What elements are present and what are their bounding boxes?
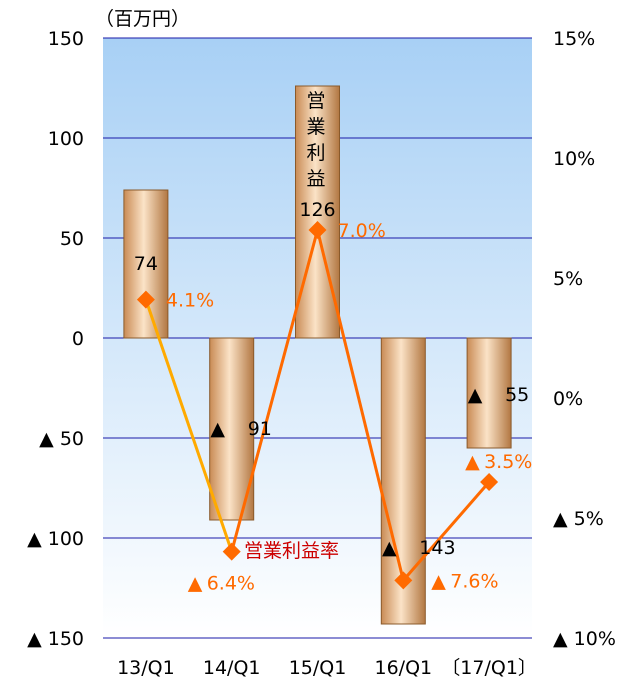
left-tick-label: ▲ 150	[27, 628, 84, 650]
bar-value-label-0: 74	[134, 253, 158, 275]
bar-value-label-1: ▲ 91	[210, 418, 272, 440]
x-axis-ticks: 13/Q1 14/Q1 15/Q1 16/Q1 〔17/Q1〕	[117, 657, 537, 679]
left-tick-label: ▲ 50	[39, 428, 84, 450]
right-tick-label: ▲ 5%	[553, 508, 604, 530]
unit-label: （百万円）	[95, 8, 190, 30]
svg-text:▲: ▲	[382, 537, 397, 559]
x-tick-label: 15/Q1	[289, 657, 347, 679]
left-tick-label: ▲ 100	[27, 528, 84, 550]
svg-text:▲: ▲	[465, 451, 480, 473]
bar-value-label-4: ▲ 55	[468, 384, 529, 406]
line-segment-2	[316, 229, 405, 581]
line-segment-0	[144, 299, 234, 553]
line-value-label-2: 7.0%	[338, 220, 386, 242]
x-tick-label: 〔17/Q1〕	[441, 657, 537, 679]
line-point-4	[480, 473, 499, 491]
line-series	[136, 221, 499, 590]
svg-text:91: 91	[248, 418, 272, 440]
left-tick-label: 50	[60, 228, 84, 250]
svg-text:▲: ▲	[431, 570, 446, 592]
bar-0	[123, 189, 169, 339]
line-value-label-1: ▲ 6.4%	[188, 573, 255, 595]
left-axis-ticks: 150 100 50 0 ▲ 50 ▲ 100 ▲ 150	[27, 28, 84, 650]
bar-series-name: 営 業 利 益	[306, 90, 325, 190]
bar-series-name-char-1: 営	[306, 90, 325, 112]
svg-text:▲: ▲	[188, 573, 203, 595]
right-tick-label: 0%	[553, 388, 583, 410]
line-point-0	[136, 290, 155, 309]
line-series-annotation: 営業利益率	[244, 540, 339, 562]
svg-text:55: 55	[505, 384, 529, 406]
svg-text:▲: ▲	[468, 384, 483, 406]
right-tick-label: 15%	[553, 28, 595, 50]
x-tick-label: 16/Q1	[374, 657, 432, 679]
bar-series-name-char-3: 利	[306, 142, 325, 164]
svg-text:6.4%: 6.4%	[207, 573, 255, 595]
left-tick-label: 0	[72, 328, 84, 350]
left-tick-label: 150	[48, 28, 84, 50]
line-point-1	[222, 542, 241, 561]
svg-text:7.0%: 7.0%	[338, 220, 386, 242]
svg-text:3.5%: 3.5%	[484, 451, 532, 473]
bar-value-label-2: 126	[299, 199, 335, 221]
line-point-3	[394, 571, 413, 590]
right-tick-label: 5%	[553, 268, 583, 290]
line-value-label-4: ▲ 3.5%	[465, 451, 532, 473]
bar-series-name-char-4: 益	[306, 168, 325, 190]
svg-text:4.1%: 4.1%	[166, 290, 214, 312]
bar-1	[209, 337, 255, 521]
svg-text:7.6%: 7.6%	[450, 570, 498, 592]
bar-4	[466, 337, 512, 449]
bar-series-name-char-2: 業	[306, 116, 325, 138]
bar-value-label-3: ▲ 143	[382, 537, 456, 559]
x-tick-label: 13/Q1	[117, 657, 175, 679]
right-tick-label: 10%	[553, 148, 595, 170]
line-value-label-3: ▲ 7.6%	[431, 570, 498, 592]
bar-series	[123, 85, 512, 625]
right-axis-ticks: 15% 10% 5% 0% ▲ 5% ▲ 10%	[553, 28, 616, 650]
line-value-label-0: 4.1%	[166, 290, 214, 312]
line-segment-1	[230, 229, 319, 552]
svg-text:143: 143	[419, 537, 455, 559]
left-tick-label: 100	[48, 128, 84, 150]
line-point-2	[308, 221, 327, 239]
svg-text:▲: ▲	[210, 418, 225, 440]
x-tick-label: 14/Q1	[203, 657, 261, 679]
line-segment-3	[402, 481, 491, 582]
right-tick-label: ▲ 10%	[553, 628, 616, 650]
